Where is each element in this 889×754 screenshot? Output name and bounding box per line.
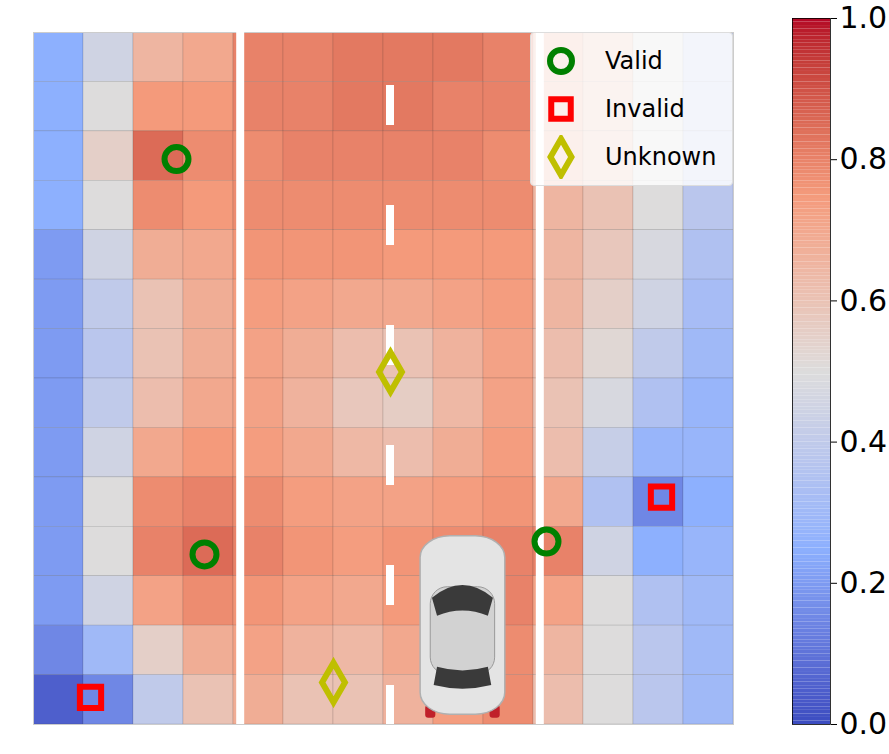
svg-text:1.0: 1.0: [840, 0, 888, 35]
svg-text:0.0: 0.0: [840, 706, 888, 741]
html-text:Invalid: Invalid: [605, 95, 685, 123]
html-text:Valid: Valid: [605, 47, 663, 75]
svg-text:0.4: 0.4: [840, 424, 888, 459]
svg-text:0.8: 0.8: [840, 141, 888, 176]
html-text:Unknown: Unknown: [605, 143, 717, 171]
svg-text:0.2: 0.2: [840, 565, 888, 600]
svg-text:0.6: 0.6: [840, 283, 888, 318]
